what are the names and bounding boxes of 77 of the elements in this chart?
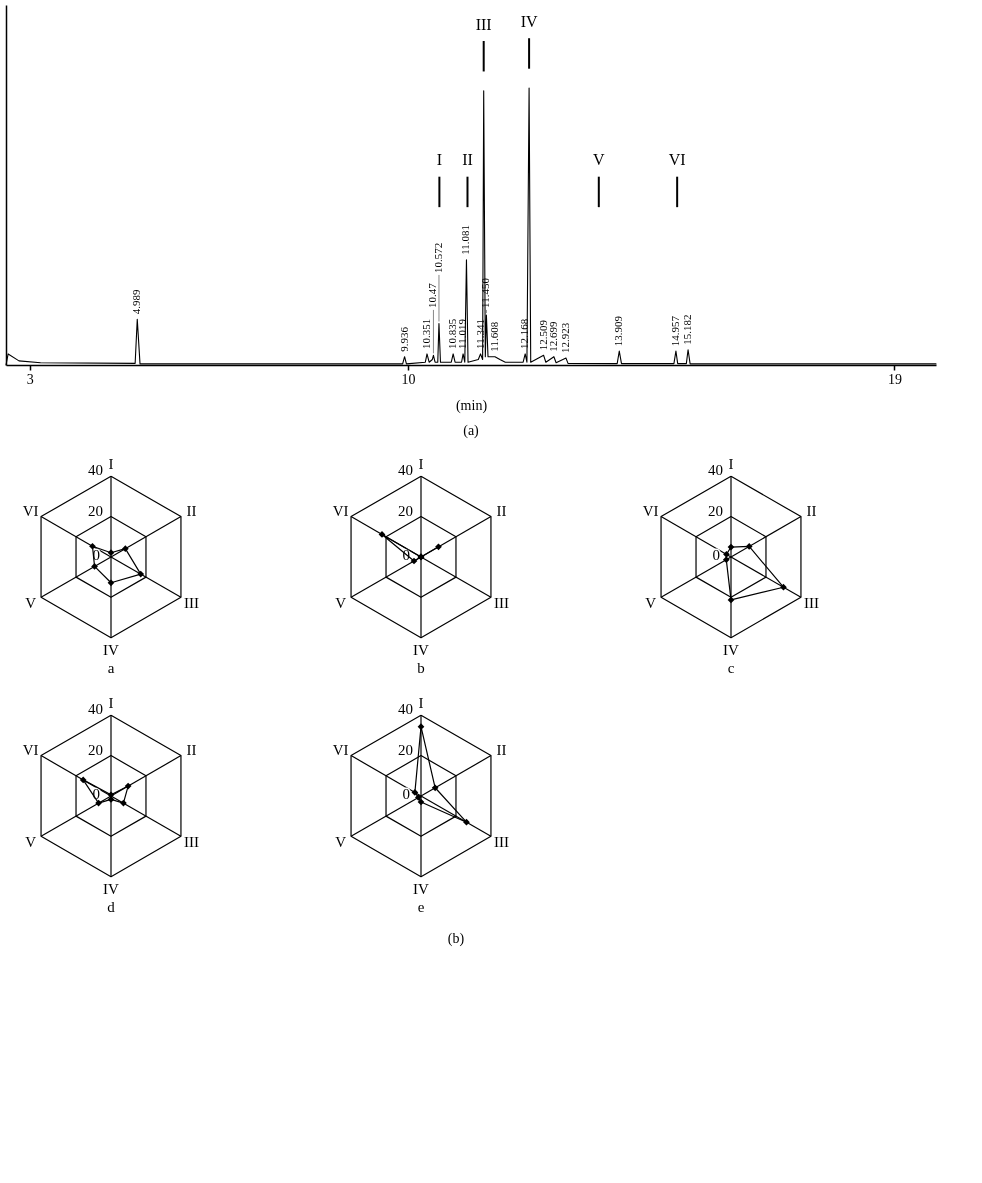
spoke-label: II <box>186 741 197 758</box>
spoke-label: V <box>335 595 347 612</box>
spoke-label: VI <box>332 741 349 758</box>
annotation: 12.168 <box>518 318 531 349</box>
ref-line-label: III <box>475 15 492 33</box>
ref-line-label: V <box>593 151 606 169</box>
text: b <box>417 660 425 677</box>
spoke-label: VI <box>642 502 659 519</box>
spoke-label: I <box>418 695 424 712</box>
annotation: 11.081 <box>459 224 472 255</box>
spoke-label: II <box>186 502 197 519</box>
y-tick-label: 20 <box>708 502 723 519</box>
y-tick-label: 40 <box>88 701 103 718</box>
text: c <box>727 660 735 677</box>
ref-line-label: VI <box>668 151 686 169</box>
spoke-label: II <box>496 741 507 758</box>
y-tick-label: 0 <box>712 546 720 563</box>
spoke-label: V <box>25 595 37 612</box>
spoke-label: IV <box>413 880 430 897</box>
spoke-label: I <box>728 456 734 473</box>
y-tick-label: 20 <box>88 741 103 758</box>
text: (a) <box>463 423 480 439</box>
annotation: 12.923 <box>559 322 571 354</box>
y-tick-label: 40 <box>398 462 413 479</box>
spoke-label: III <box>493 834 509 851</box>
y-tick-label: 20 <box>398 502 413 519</box>
spoke-label: VI <box>22 502 39 519</box>
spoke-label: III <box>183 834 199 851</box>
text: e <box>417 899 425 916</box>
annotation: 11.019 <box>456 318 469 349</box>
spoke-label: I <box>108 695 114 712</box>
spoke-label: V <box>25 834 37 851</box>
spoke-label: IV <box>103 641 120 658</box>
annotation: 13.909 <box>612 315 625 347</box>
y-tick-label: 40 <box>708 462 723 479</box>
y-tick-label: 40 <box>398 701 413 718</box>
y-tick-label: 40 <box>88 462 103 479</box>
spoke-label: III <box>493 595 509 612</box>
ref-line-label: IV <box>520 12 538 30</box>
spoke-label: VI <box>22 741 39 758</box>
x-tick-label: 10 <box>401 371 416 387</box>
spoke-label: II <box>496 502 507 519</box>
text: a <box>107 660 115 677</box>
annotation: 14.957 <box>668 315 681 347</box>
spoke-label: I <box>418 456 424 473</box>
annotation: 10.835 <box>446 318 459 349</box>
spoke-label: V <box>645 595 657 612</box>
text: d <box>107 899 116 916</box>
spoke-label: III <box>803 595 819 612</box>
spoke-label: III <box>183 595 199 612</box>
annotation: 10.572 <box>431 242 444 273</box>
ref-line-label: II <box>462 151 473 169</box>
y-tick-label: 0 <box>402 785 410 802</box>
annotation: 4.989 <box>130 289 143 315</box>
spoke-label: I <box>108 456 114 473</box>
y-tick-label: 20 <box>88 502 103 519</box>
annotation: 11.341 <box>473 319 486 349</box>
spoke-label: V <box>335 834 347 851</box>
spoke-label: IV <box>413 641 430 658</box>
spoke-label: IV <box>103 880 120 897</box>
text: (b) <box>447 931 465 947</box>
ref-line-label: I <box>436 151 443 169</box>
annotation: 12.509 <box>536 319 549 351</box>
annotation: 9.936 <box>397 326 410 352</box>
annotation: 10.351 <box>420 318 433 349</box>
y-tick-label: 20 <box>398 741 413 758</box>
x-tick-label: 19 <box>887 371 902 387</box>
annotation: 12.699 <box>546 320 559 352</box>
annotation: 11.450 <box>479 277 492 308</box>
annotation: 10.47 <box>426 282 439 308</box>
annotation: 15.182 <box>681 314 694 345</box>
spoke-label: IV <box>723 641 740 658</box>
annotation: 11.608 <box>487 321 500 352</box>
spoke-label: VI <box>332 502 349 519</box>
spoke-label: II <box>806 502 817 519</box>
x-axis-title: (min) <box>455 397 488 414</box>
x-tick-label: 3 <box>26 371 34 387</box>
